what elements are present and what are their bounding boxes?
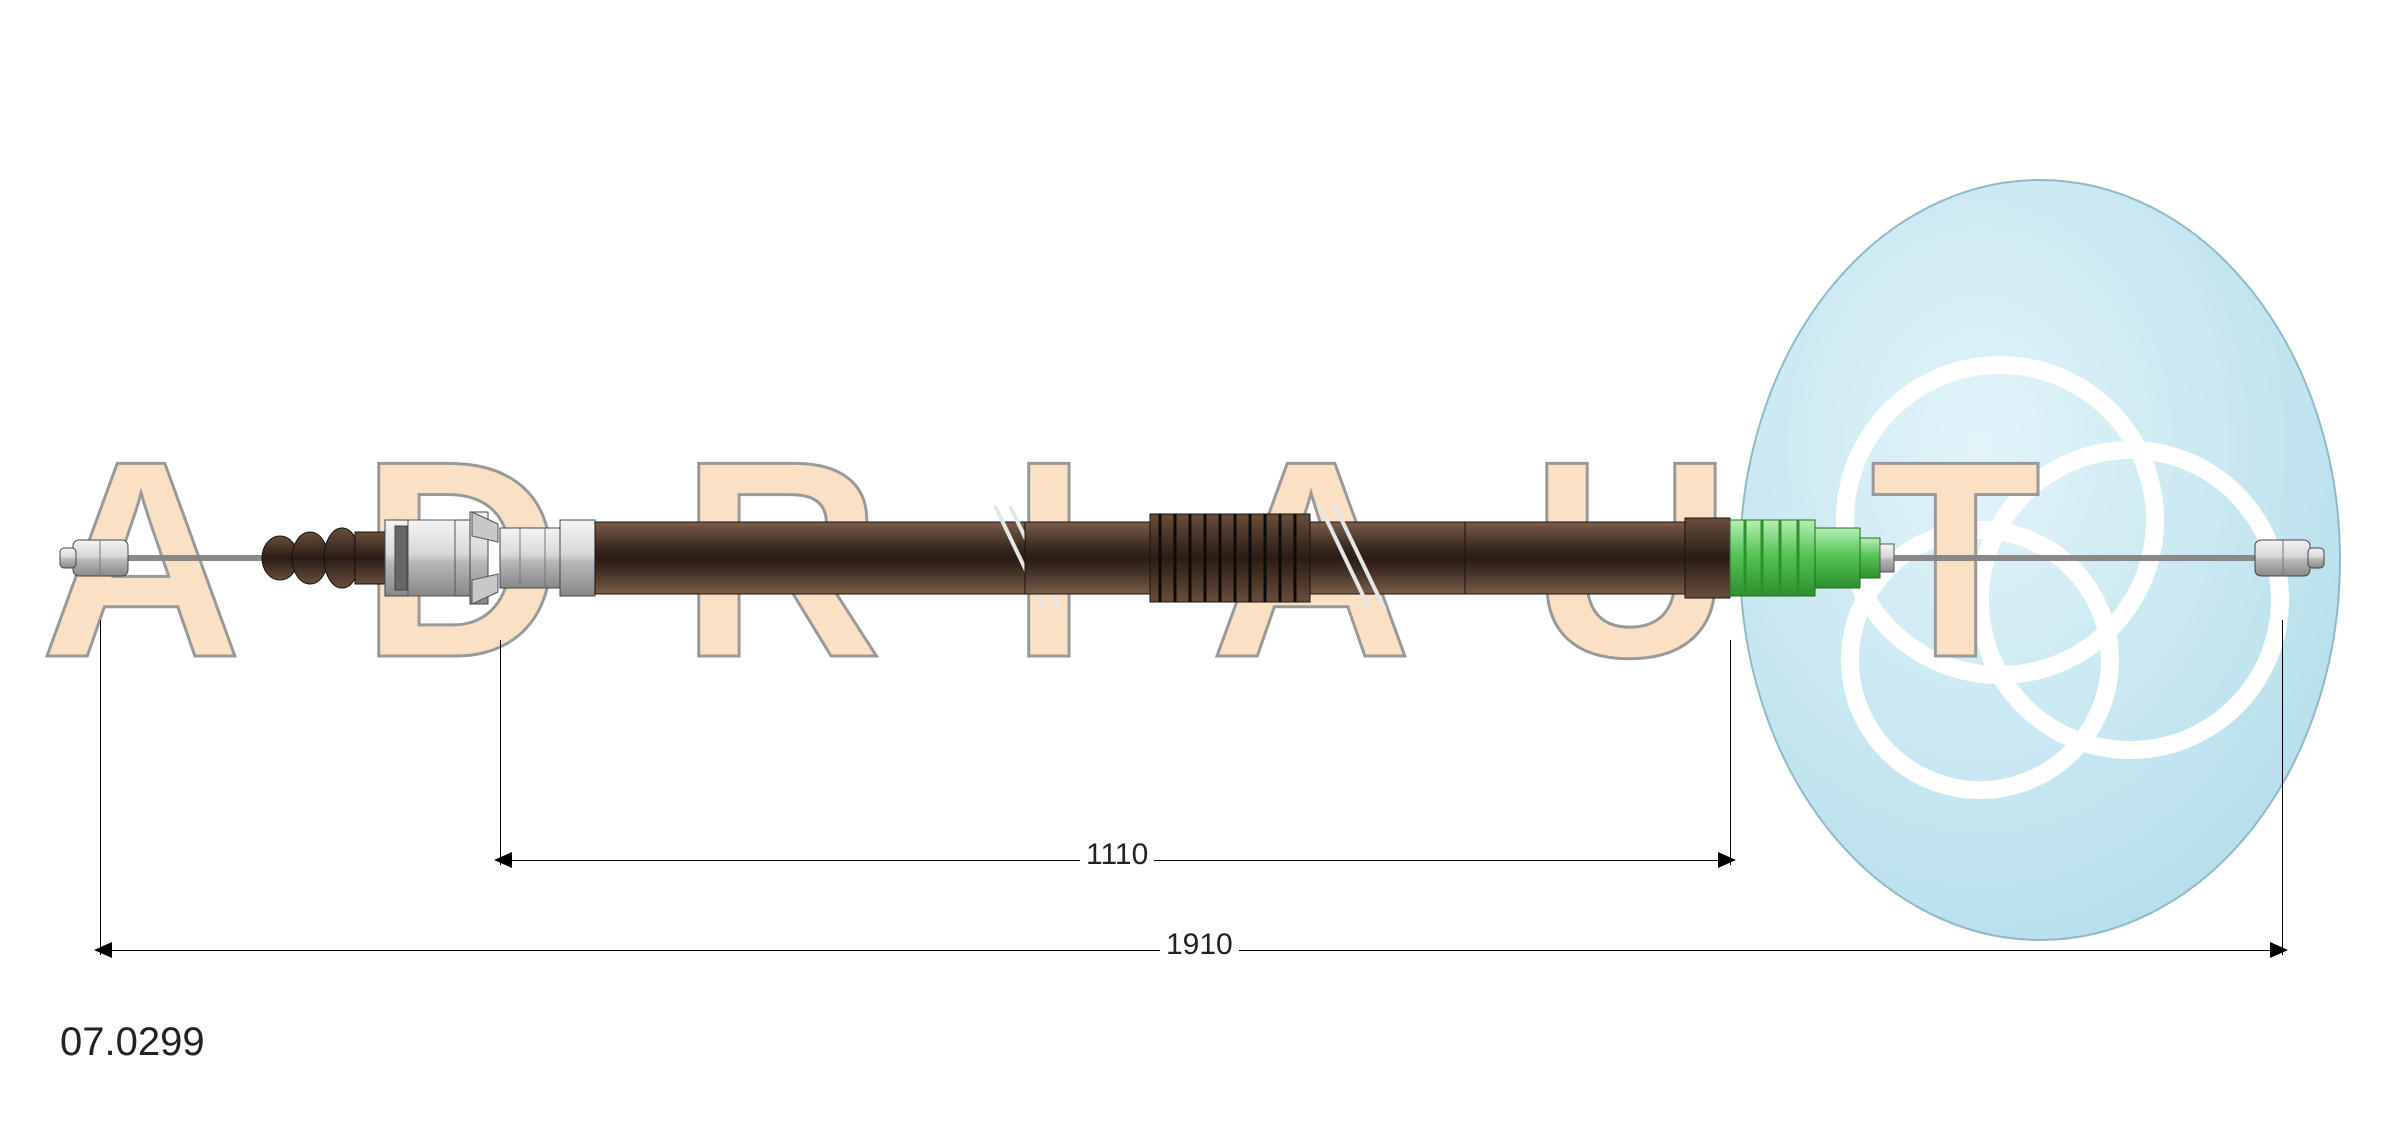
sheath-seg-1 [595, 522, 1025, 594]
grommet [1150, 514, 1310, 602]
diagram-stage: ADRIAUT [0, 0, 2381, 1134]
mount-clip [385, 512, 498, 604]
right-nipple [2255, 540, 2324, 576]
part-number: 07.0299 [60, 1020, 205, 1065]
adjuster-ferrule [500, 520, 595, 596]
cable-drawing [0, 470, 2381, 650]
green-fitting [1730, 520, 1880, 596]
sheath-seg-3 [1465, 522, 1700, 594]
dim-overall-label: 1910 [1160, 928, 1239, 962]
dim-sheath-label: 1110 [1080, 838, 1154, 872]
rubber-boot [262, 528, 385, 588]
left-nipple [60, 540, 128, 576]
